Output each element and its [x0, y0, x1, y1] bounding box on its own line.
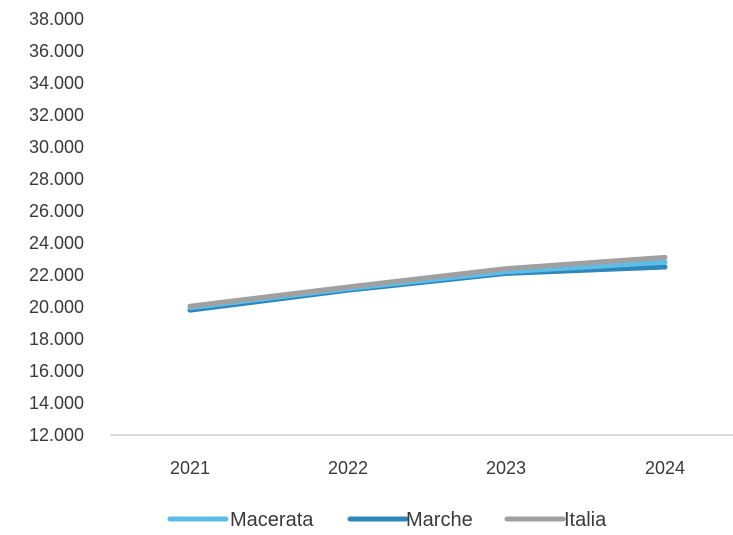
- y-tick-label: 22.000: [29, 265, 84, 285]
- y-tick-label: 12.000: [29, 425, 84, 445]
- y-tick-label: 18.000: [29, 329, 84, 349]
- y-tick-label: 30.000: [29, 137, 84, 157]
- y-tick-label: 16.000: [29, 361, 84, 381]
- y-tick-label: 26.000: [29, 201, 84, 221]
- y-tick-label: 14.000: [29, 393, 84, 413]
- y-tick-label: 36.000: [29, 41, 84, 61]
- x-tick-label: 2024: [645, 458, 685, 478]
- y-tick-label: 34.000: [29, 73, 84, 93]
- x-tick-label: 2021: [170, 458, 210, 478]
- series-layer: [187, 254, 668, 313]
- legend-label: Marche: [406, 509, 473, 530]
- series-line-italia: [187, 254, 668, 309]
- y-tick-label: 20.000: [29, 297, 84, 317]
- y-tick-label: 38.000: [29, 9, 84, 29]
- y-tick-label: 32.000: [29, 105, 84, 125]
- legend-label: Italia: [564, 509, 607, 530]
- series-line-marche: [187, 264, 668, 313]
- legend-label: Macerata: [230, 509, 314, 530]
- y-tick-label: 24.000: [29, 233, 84, 253]
- y-tick-label: 28.000: [29, 169, 84, 189]
- x-tick-label: 2023: [486, 458, 526, 478]
- y-axis: 12.000 14.000 16.000 18.000 20.000 22.000 24.0…: [29, 9, 84, 445]
- x-axis: 2021 2022 2023 2024: [110, 434, 733, 478]
- x-tick-label: 2022: [328, 458, 368, 478]
- legend: Macerata Marche Italia: [167, 509, 607, 531]
